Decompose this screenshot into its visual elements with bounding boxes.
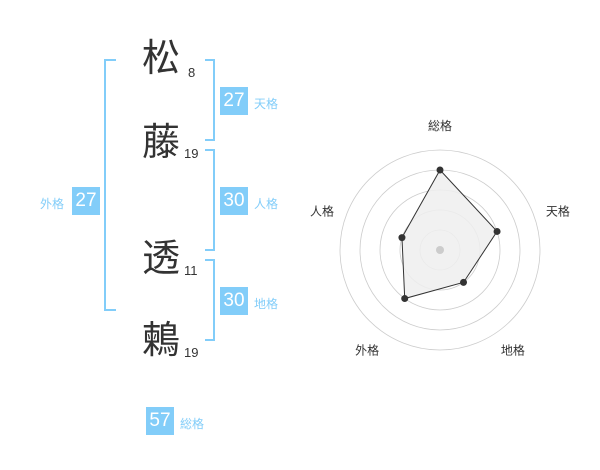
stroke-count-2: 19 [184,146,199,161]
name-char-3: 透 [141,236,180,280]
radar-center [436,246,444,254]
radar-point [436,166,444,174]
radar-axis-label: 天格 [546,204,570,219]
jinkaku-label: 人格 [254,197,279,211]
stroke-count-1: 8 [188,65,196,80]
radar-point [401,295,409,303]
gaikaku-bracket [104,59,116,311]
tenkaku-label: 天格 [254,97,279,111]
radar-point [493,227,501,235]
chikaku-bracket [205,259,215,341]
gaikaku-label: 外格 [40,197,65,211]
radar-axis-label: 総格 [428,118,452,133]
jinkaku-bracket [205,149,215,251]
radar-axis-label: 人格 [310,204,334,219]
jinkaku-value: 30 [220,187,248,215]
chikaku-label: 地格 [254,297,279,311]
tenkaku-bracket [205,59,215,141]
soukaku-label: 総格 [180,417,205,431]
stroke-count-3: 11 [184,263,198,278]
tenkaku-value: 27 [220,87,248,115]
gaikaku-value: 27 [72,187,100,215]
radar-point [460,278,468,286]
chikaku-value: 30 [220,287,248,315]
radar-point [398,234,406,242]
radar-area [401,169,498,300]
radar-axis-label: 地格 [501,342,525,357]
radar-ring [339,149,541,351]
soukaku-value: 57 [146,407,174,435]
name-char-2: 藤 [141,120,180,164]
name-char-1: 松 [141,36,180,80]
radar-axis-label: 外格 [355,342,379,357]
name-char-4: 鶫 [141,318,180,362]
stroke-count-4: 19 [184,345,199,360]
